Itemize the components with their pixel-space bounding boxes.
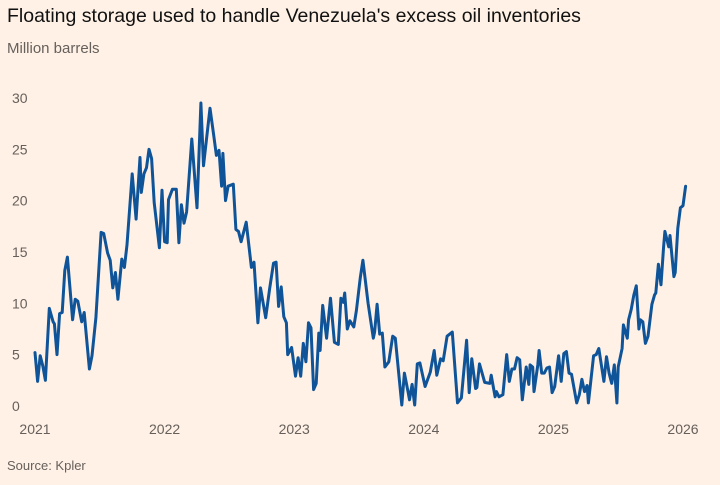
x-tick-label: 2021 — [19, 421, 50, 437]
chart-title: Floating storage used to handle Venezuel… — [7, 5, 581, 27]
y-tick-label: 20 — [12, 193, 28, 209]
x-tick-label: 2023 — [279, 421, 310, 437]
source-note: Source: Kpler — [7, 458, 86, 473]
x-tick-label: 2024 — [408, 421, 439, 437]
y-tick-label: 30 — [12, 90, 28, 106]
y-tick-label: 10 — [12, 295, 28, 311]
y-tick-label: 25 — [12, 141, 28, 157]
y-tick-label: 0 — [12, 398, 20, 414]
series-line — [33, 101, 688, 407]
x-axis: 2021 2022 2023 2024 2025 2026 — [19, 421, 698, 437]
x-tick-label: 2026 — [667, 421, 698, 437]
x-tick-label: 2022 — [149, 421, 180, 437]
y-axis: 0 5 10 15 20 25 30 — [12, 90, 28, 414]
y-tick-label: 5 — [12, 347, 20, 363]
y-tick-label: 15 — [12, 244, 28, 260]
series-group — [33, 101, 688, 407]
chart-subtitle: Million barrels — [7, 40, 100, 57]
x-tick-label: 2025 — [538, 421, 569, 437]
